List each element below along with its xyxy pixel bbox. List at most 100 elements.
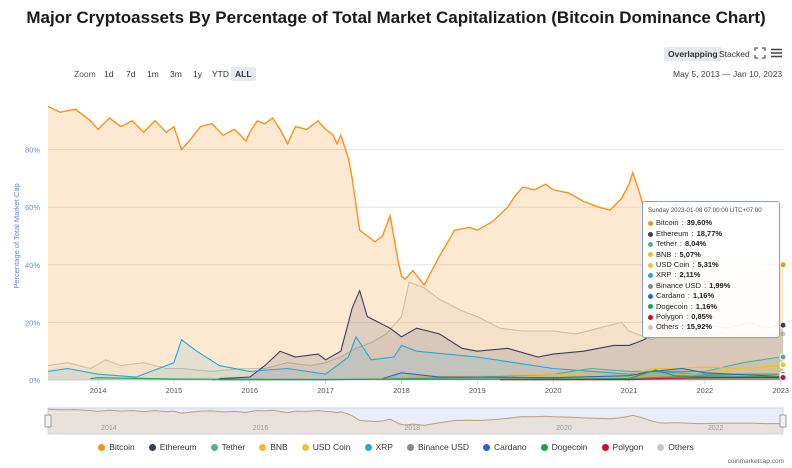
polygon-point[interactable] (779, 374, 787, 382)
navigator-right-handle[interactable] (779, 414, 787, 428)
zoom-all[interactable]: ALL (231, 67, 256, 81)
tooltip-row-dogecoin: Dogecoin:1,16% (648, 302, 774, 312)
bitcoin-dot (648, 221, 653, 227)
tooltip-row-cardano: Cardano:1,16% (648, 291, 774, 301)
date-range-to[interactable]: Jan 10, 2023 (733, 69, 783, 79)
navigator-line (47, 408, 783, 426)
legend-item-cardano[interactable]: Cardano (483, 442, 527, 452)
legend-label: Others (668, 442, 694, 452)
legend: Bitcoin Ethereum Tether BNB USD Coin XRP… (0, 442, 792, 452)
tooltip-date: Sunday 2023-01-08 07:00:00 UTC+07:00 (648, 207, 762, 214)
legend-item-usd-coin[interactable]: USD Coin (301, 442, 351, 452)
tether-dot (648, 241, 653, 247)
legend-item-tether[interactable]: Tether (210, 442, 245, 452)
bnb-legend-marker (259, 443, 267, 451)
stacked-toggle[interactable]: Stacked (719, 49, 750, 59)
fullscreen-icon[interactable] (754, 47, 766, 59)
x-tick-label: 2023 (772, 386, 789, 395)
zoom-label: Zoom (74, 69, 96, 79)
chart-title: Major Cryptoassets By Percentage of Tota… (26, 8, 766, 27)
y-tick-label: 0% (29, 376, 40, 385)
overlapping-toggle[interactable]: Overlapping (664, 47, 722, 61)
zoom-ytd[interactable]: YTD (212, 69, 229, 79)
cardano-legend-marker (483, 443, 491, 451)
legend-item-polygon[interactable]: Polygon (601, 442, 644, 452)
dogecoin-line[interactable] (90, 369, 784, 380)
date-range-from[interactable]: May 5, 2013 (673, 69, 720, 79)
tooltip-row-xrp: XRP:2,11% (648, 270, 774, 280)
zoom-1y[interactable]: 1y (193, 69, 202, 79)
zoom-1m[interactable]: 1m (147, 69, 159, 79)
legend-label: Binance USD (417, 442, 470, 452)
navigator-tick-label: 2018 (404, 425, 420, 432)
legend-item-xrp[interactable]: XRP (364, 442, 393, 452)
x-tick-label: 2014 (90, 386, 107, 395)
legend-item-others[interactable]: Others (657, 442, 694, 452)
legend-item-binance-usd[interactable]: Binance USD (406, 442, 470, 452)
legend-item-bnb[interactable]: BNB (259, 442, 288, 452)
tooltip-value: 2,11% (679, 270, 701, 280)
tooltip-value: 5,31% (697, 260, 719, 270)
others-area (48, 282, 783, 380)
navigator-tick-label: 2016 (253, 425, 269, 432)
others-legend-marker (657, 443, 665, 451)
others-point[interactable] (779, 330, 787, 338)
xrp-area (48, 336, 783, 380)
usd-coin-dot (648, 262, 653, 268)
tooltip-row-tether: Tether:8,04% (648, 239, 774, 249)
tether-point[interactable] (779, 353, 787, 361)
others-dot (648, 325, 653, 331)
bitcoin-point[interactable] (779, 261, 787, 269)
cardano-area (382, 368, 783, 380)
zoom-3m[interactable]: 3m (170, 69, 182, 79)
usd-coin-point[interactable] (779, 361, 787, 369)
ethereum-point[interactable] (779, 321, 787, 329)
cardano-line[interactable] (382, 367, 784, 380)
tether-legend-marker (210, 443, 218, 451)
bitcoin-legend-marker (98, 443, 106, 451)
navigator-mask[interactable] (47, 407, 784, 435)
tooltip-value: 18,77% (696, 228, 723, 238)
tooltip-value: 1,16% (695, 301, 718, 311)
tooltip-row-usd-coin: USD Coin:5,31% (648, 260, 774, 270)
y-tick-label: 80% (25, 146, 40, 155)
legend-label: USD Coin (312, 442, 351, 452)
legend-item-dogecoin[interactable]: Dogecoin (540, 442, 588, 452)
tooltip-value: 1,16% (692, 291, 715, 301)
x-tick-label: 2020 (545, 386, 562, 395)
tooltip-value: 1,99% (709, 280, 731, 290)
dogecoin-dot (648, 304, 653, 310)
zoom-7d[interactable]: 7d (126, 69, 136, 79)
others-line[interactable] (47, 281, 783, 372)
tooltip-row-ethereum: Ethereum:18,77% (648, 229, 774, 239)
legend-label: Bitcoin (109, 442, 135, 452)
navigator-left-handle[interactable] (44, 414, 52, 428)
bitcoin-area (48, 106, 783, 381)
legend-label: Polygon (612, 442, 644, 452)
navigator-tick-label: 2020 (556, 425, 572, 432)
tooltip-label: BNB (656, 249, 672, 259)
legend-label: Cardano (494, 442, 527, 452)
navigator-area (48, 409, 783, 434)
dogecoin-legend-marker (540, 443, 548, 451)
menu-icon[interactable] (771, 48, 782, 58)
y-axis-label: Percentage of Total Market Cap (12, 183, 21, 288)
legend-label: Dogecoin (551, 442, 588, 452)
tooltip-row-bitcoin: Bitcoin:39,60% (648, 218, 774, 228)
tooltip-label: Ethereum (656, 228, 689, 238)
zoom-1d[interactable]: 1d (104, 69, 114, 79)
date-range-separator: — (722, 69, 731, 79)
polygon-dot (648, 314, 653, 320)
ethereum-area (219, 290, 783, 380)
xrp-legend-marker (364, 443, 372, 451)
xrp-line[interactable] (47, 335, 783, 378)
x-tick-label: 2022 (697, 386, 714, 395)
legend-item-ethereum[interactable]: Ethereum (148, 442, 197, 452)
x-tick-label: 2019 (469, 386, 486, 395)
tooltip-label: Others (656, 322, 679, 332)
y-tick-label: 60% (25, 203, 40, 212)
tooltip-value: 8,04% (684, 239, 707, 249)
tooltip-row-bnb: BNB:5,07% (648, 250, 774, 260)
legend-item-bitcoin[interactable]: Bitcoin (98, 442, 135, 452)
